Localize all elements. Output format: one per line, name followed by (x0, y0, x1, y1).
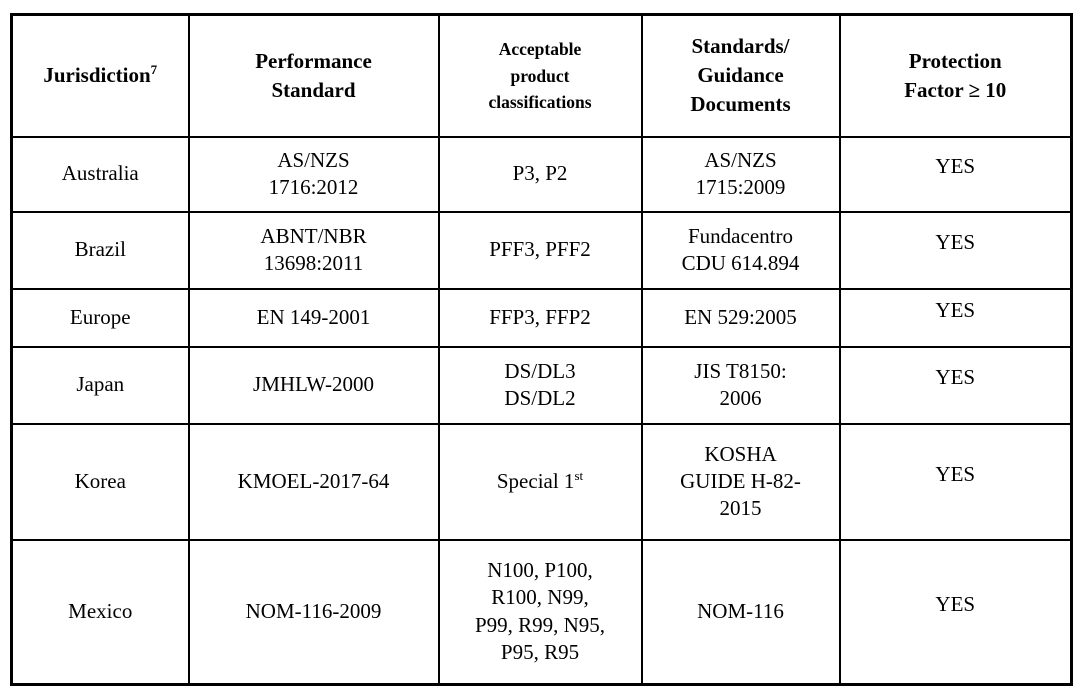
table-row-mexico: Mexico NOM-116-2009 N100, P100, R100, N9… (10, 538, 1073, 686)
ordinal-suffix: st (574, 467, 584, 483)
cell-performance-standard: JMHLW-2000 (187, 345, 440, 425)
cell-standards-guidance: AS/NZS 1715:2009 (640, 135, 841, 213)
header-performance-standard: Performance Standard (187, 13, 440, 138)
respirator-standards-table: Jurisdiction7 Performance Standard Accep… (10, 13, 1073, 686)
header-row: Jurisdiction7 Performance Standard Accep… (10, 13, 1073, 138)
cell-protection-factor: YES (838, 287, 1073, 348)
cell-standards-guidance: EN 529:2005 (640, 287, 841, 348)
table-row-australia: Australia AS/NZS 1716:2012 P3, P2 AS/NZS… (10, 135, 1073, 213)
cell-protection-factor: YES (838, 210, 1073, 290)
header-jurisdiction: Jurisdiction7 (10, 13, 190, 138)
cell-jurisdiction: Japan (10, 345, 190, 425)
header-standards-guidance-documents: Standards/ Guidance Documents (640, 13, 841, 138)
classification-label: Special 1 (496, 468, 575, 493)
cell-classifications: FFP3, FFP2 (437, 287, 643, 348)
cell-jurisdiction: Europe (10, 287, 190, 348)
header-protection-factor: Protection Factor ≥ 10 (838, 13, 1073, 138)
table-row-brazil: Brazil ABNT/NBR 13698:2011 PFF3, PFF2 Fu… (10, 210, 1073, 290)
cell-classifications: DS/DL3 DS/DL2 (437, 345, 643, 425)
cell-standards-guidance: JIS T8150: 2006 (640, 345, 841, 425)
cell-jurisdiction: Mexico (10, 538, 190, 686)
header-jurisdiction-label: Jurisdiction (43, 63, 151, 88)
cell-performance-standard: ABNT/NBR 13698:2011 (187, 210, 440, 290)
cell-jurisdiction: Brazil (10, 210, 190, 290)
table-row-europe: Europe EN 149-2001 FFP3, FFP2 EN 529:200… (10, 287, 1073, 348)
table-row-korea: Korea KMOEL-2017-64 Special 1st KOSHA GU… (10, 422, 1073, 541)
cell-classifications: N100, P100, R100, N99, P99, R99, N95, P9… (437, 538, 643, 686)
cell-standards-guidance: NOM-116 (640, 538, 841, 686)
cell-standards-guidance: KOSHA GUIDE H-82- 2015 (640, 422, 841, 541)
cell-jurisdiction: Australia (10, 135, 190, 213)
cell-performance-standard: KMOEL-2017-64 (187, 422, 440, 541)
cell-protection-factor: YES (838, 422, 1073, 541)
cell-protection-factor: YES (838, 135, 1073, 213)
cell-classifications: PFF3, PFF2 (437, 210, 643, 290)
cell-performance-standard: AS/NZS 1716:2012 (187, 135, 440, 213)
jurisdiction-footnote-marker: 7 (150, 62, 158, 78)
cell-protection-factor: YES (838, 345, 1073, 425)
cell-classifications: Special 1st (437, 422, 643, 541)
cell-performance-standard: EN 149-2001 (187, 287, 440, 348)
table-row-japan: Japan JMHLW-2000 DS/DL3 DS/DL2 JIS T8150… (10, 345, 1073, 425)
cell-standards-guidance: Fundacentro CDU 614.894 (640, 210, 841, 290)
cell-jurisdiction: Korea (10, 422, 190, 541)
cell-performance-standard: NOM-116-2009 (187, 538, 440, 686)
header-acceptable-product-classifications: Acceptable product classifications (437, 13, 643, 138)
cell-protection-factor: YES (838, 538, 1073, 686)
cell-classifications: P3, P2 (437, 135, 643, 213)
